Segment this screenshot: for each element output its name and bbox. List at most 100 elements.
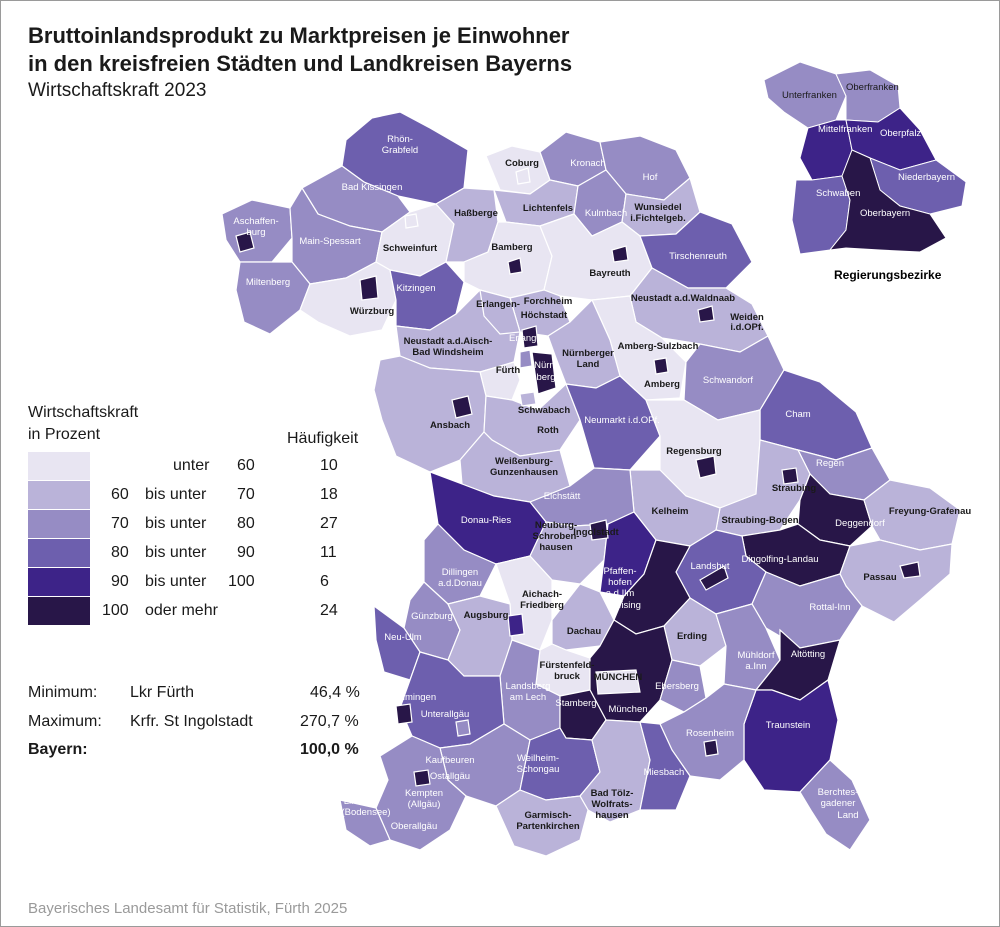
map-label: gadener [821,798,856,809]
legend-from: 80 [111,544,129,561]
map-label: Landsberg [506,681,551,692]
city-coburg [515,167,531,185]
legend-row: 90 bis unter 100 6 [28,568,358,596]
map-label: (Bodensee) [341,807,390,818]
map-label: Amberg [644,379,680,390]
map-label: (Allgäu) [408,799,441,810]
map-label: hausen [539,542,572,553]
map-label: Günzburg [411,611,453,622]
region-miltenberg [235,261,311,335]
map-label: Ebersberg [655,681,699,692]
inset-label-niederbayern: Niederbayern [898,172,955,183]
legend-from: 100 [102,602,129,619]
map-label: Forchheim [524,296,573,307]
city-straubing [781,467,799,485]
map-label: Straubing-Bogen [721,515,798,526]
inset-oberbayern [828,149,947,253]
map-label: Kulmbach [585,208,627,219]
legend-count: 18 [320,486,338,503]
map-label: Coburg [505,158,539,169]
map-label: i.Fichtelgeb. [630,213,685,224]
map-label: Dillingen [442,567,478,578]
map-label: Oberallgäu [391,821,437,832]
region-berchtesgaden [799,759,871,851]
inset-map-regierungsbezirke: Unterfranken Oberfranken Mittelfranken O… [763,61,967,282]
map-label: Dachau [567,626,602,637]
map-label: Dingolfing-Landau [741,554,818,565]
city-fuerth [519,349,533,369]
legend-word1: bis unter [145,544,207,561]
map-label: Unterallgäu [421,709,470,720]
map-label: Kitzingen [396,283,435,294]
min-label: Minimum: [28,684,98,701]
bavaria-label: Bayern: [28,741,88,758]
map-label: Augsburg [464,610,509,621]
map-label: Fürstenfeld- [540,660,595,671]
map-label: Freising [607,600,641,611]
map-label: Bayreuth [589,268,630,279]
inset-label-oberpfalz: Oberpfalz [880,128,921,139]
map-label: Ingolstadt [573,527,619,538]
source-note: Bayerisches Landesamt für Statistik, Für… [28,900,348,917]
map-label: bruck [554,671,581,682]
map-label: am Lech [510,692,546,703]
map-label: Straubing [772,483,817,494]
title-line-2: in den kreisfreien Städten und Landkreis… [28,51,573,76]
city-schweinfurt [404,213,419,229]
max-value: 270,7 % [300,713,359,730]
legend-from: 70 [111,515,129,532]
region-miesbach [639,721,691,811]
city-bamberg [507,257,523,275]
legend-count: 11 [320,544,337,561]
map-label: hausen [595,810,628,821]
map-label: Neuburg- [535,520,577,531]
map-label: Bamberg [491,242,532,253]
map-label: Freyung-Grafenau [889,506,972,517]
map-label: Bad Tölz- [591,788,634,799]
legend-word1: oder mehr [145,602,218,619]
city-augsburg [507,613,525,637]
title-line-1: Bruttoinlandsprodukt zu Marktpreisen je … [28,23,570,48]
map-label: Lindau [344,796,373,807]
map-label: Erlangen- [476,299,520,310]
map-label: Friedberg [520,600,564,611]
map-label: Regen [816,458,844,469]
map-label: Kronach [570,158,605,169]
map-label: burg [246,227,265,238]
legend-count: 27 [320,515,338,532]
legend-title-line-2: in Prozent [28,426,101,443]
legend-from: 60 [111,486,129,503]
region-ebersberg [659,659,707,713]
map-label: Garmisch- [525,810,572,821]
city-memmingen [395,703,413,725]
city-rosenheim [703,739,719,757]
legend-word1: bis unter [145,486,207,503]
map-label: Miltenberg [246,277,290,288]
map-label: Cham [785,409,810,420]
map-label: Berchtes- [818,787,859,798]
district-regions [221,111,961,857]
map-label: Gunzenhausen [490,467,558,478]
map-label: Neustadt a.d.Aisch- [404,336,493,347]
map-label: a.d.Ilm [606,588,635,599]
region-erlangen-hoechstadt [479,289,521,335]
map-label: Stamberg [555,698,596,709]
city-passau [899,561,921,579]
city-regensburg [695,455,717,479]
min-value: 46,4 % [310,684,360,701]
legend-to: 80 [237,515,255,532]
map-label: hofen [608,577,632,588]
map-label: Höchstadt [521,310,568,321]
map-label: Tirschenreuth [669,251,727,262]
map-label: Weißenburg- [495,456,553,467]
city-nuernberg [531,351,557,395]
bavaria-value: 100,0 % [300,741,359,758]
legend-word2: unter [173,457,210,474]
inset-title: Regierungsbezirke [834,268,942,282]
map-label: Rhön- [387,134,413,145]
legend-row: 80 bis unter 90 11 [28,539,358,567]
map-label: Land [837,810,858,821]
legend-row: 100 oder mehr 24 [28,597,358,625]
map-label: berg [536,372,555,383]
map-label: Main-Spessart [299,236,361,247]
